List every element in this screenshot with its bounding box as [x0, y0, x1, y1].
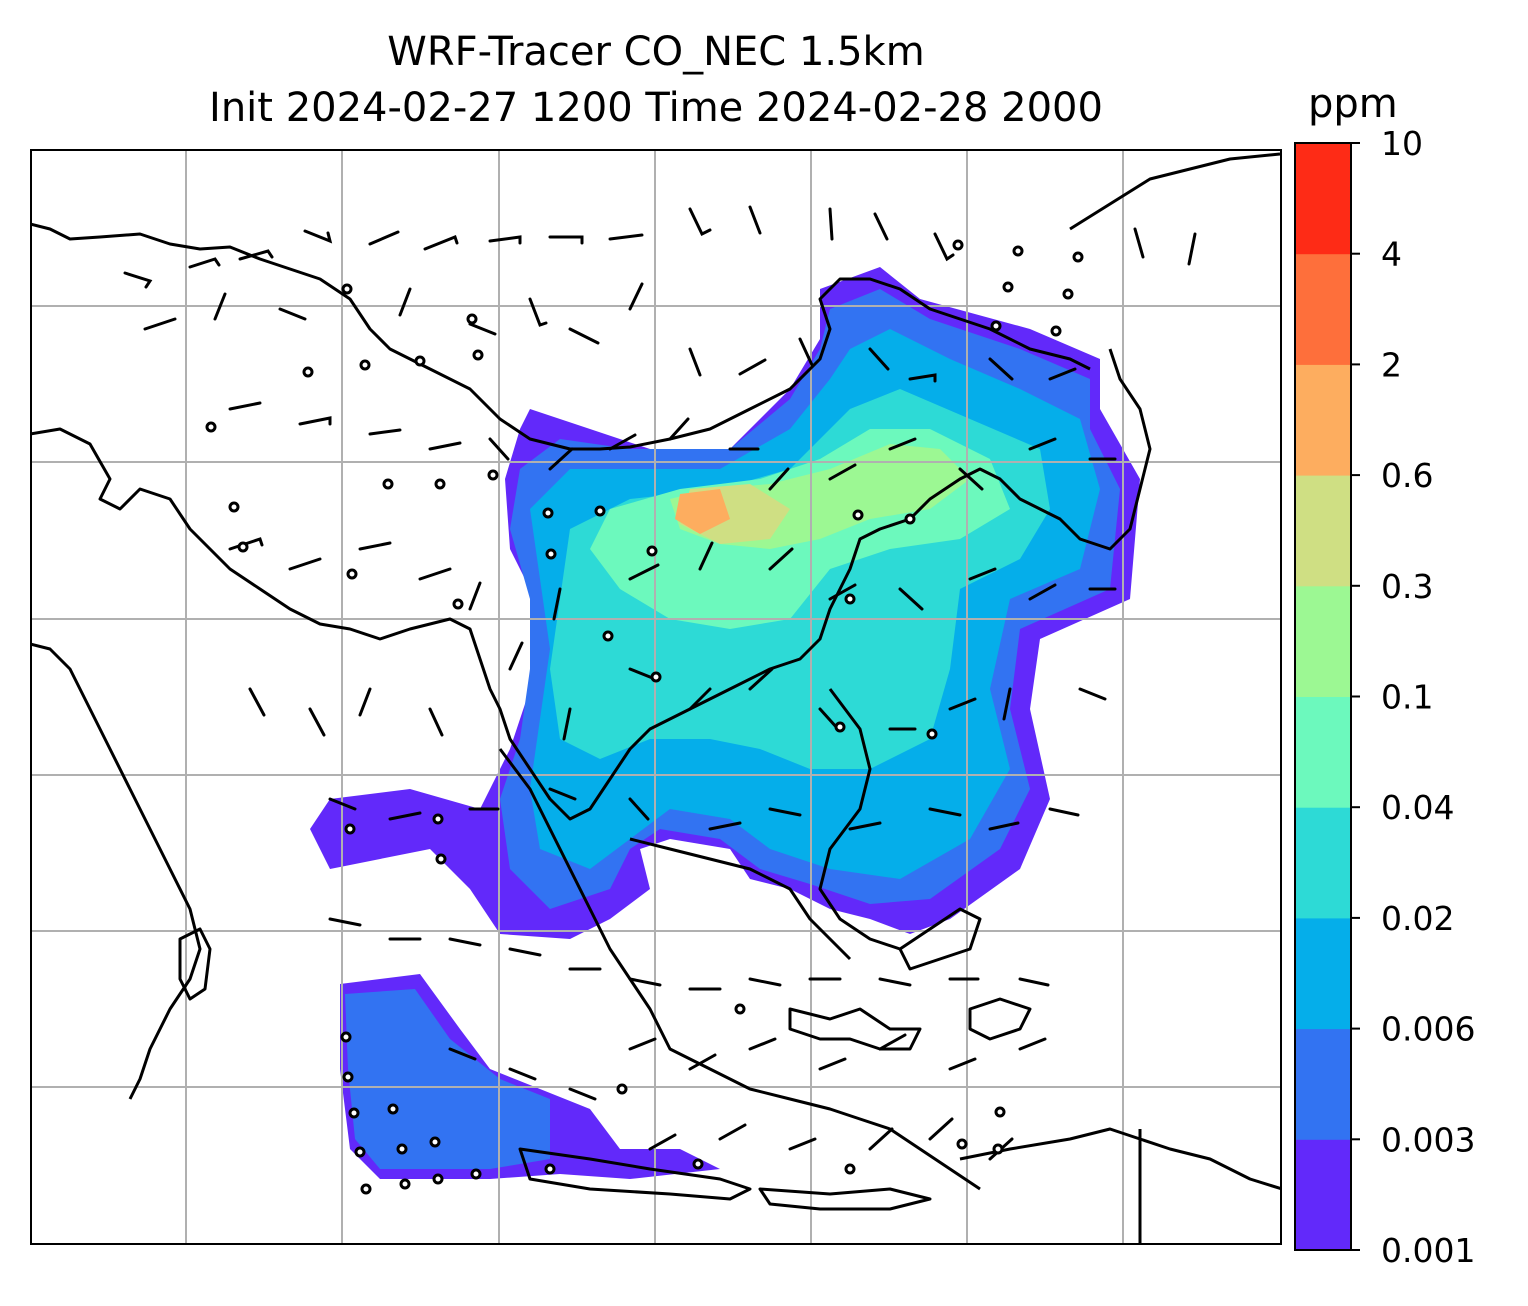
- calm-markers: [205, 239, 1084, 1195]
- map-title-line1: WRF-Tracer CO_NEC 1.5km: [387, 29, 925, 75]
- map-title-line2: Init 2024-02-27 1200 Time 2024-02-28 200…: [209, 85, 1103, 131]
- wind-barbs: [123, 205, 1197, 1161]
- colorbar-band: [1295, 1139, 1351, 1251]
- colorbar-tick-label: 0.6: [1381, 456, 1433, 495]
- colorbar-band: [1295, 1028, 1351, 1140]
- plume-level-06: [675, 489, 730, 534]
- colorbar-tick-label: 0.001: [1381, 1231, 1475, 1270]
- colorbar-band: [1295, 917, 1351, 1030]
- colorbar-tick-label: 10: [1381, 124, 1423, 163]
- colorbar-band: [1295, 364, 1351, 476]
- colorbar-unit: ppm: [1308, 81, 1398, 127]
- colorbar-band: [1295, 475, 1351, 587]
- gridlines: [30, 149, 1282, 1245]
- colorbar-band: [1295, 807, 1351, 919]
- colorbar-band: [1295, 143, 1351, 255]
- colorbar-tick-label: 0.006: [1381, 1010, 1475, 1049]
- colorbar-tick-label: 4: [1381, 235, 1402, 274]
- colorbar-tick-label: 0.003: [1381, 1120, 1475, 1159]
- colorbar-band: [1295, 253, 1351, 365]
- map-border: [30, 149, 1282, 1245]
- map-panel: [30, 149, 1282, 1245]
- colorbar-tick-label: 0.02: [1381, 899, 1454, 938]
- colorbar: 0.001 0.003 0.006 0.02 0.04 0.1 0.3 0.6 2 4 10: [1294, 124, 1475, 1270]
- colorbar-tick-label: 0.1: [1381, 678, 1433, 717]
- colorbar-tick-label: 0.04: [1381, 788, 1454, 827]
- colorbar-tick-label: 2: [1381, 345, 1402, 384]
- colorbar-band: [1295, 585, 1351, 697]
- colorbar-band: [1295, 696, 1351, 808]
- concentration-field: [310, 267, 1140, 1179]
- colorbar-tick-label: 0.3: [1381, 567, 1433, 606]
